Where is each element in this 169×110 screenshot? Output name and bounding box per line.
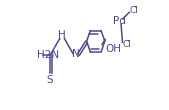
Text: -: - — [134, 3, 137, 12]
Text: S: S — [46, 75, 53, 85]
Text: -: - — [127, 37, 130, 46]
Text: H: H — [58, 30, 66, 40]
Text: Cl: Cl — [130, 6, 139, 15]
Text: Pd: Pd — [113, 16, 126, 26]
Text: Cl: Cl — [123, 40, 131, 49]
Text: N: N — [71, 49, 79, 59]
Text: OH: OH — [105, 44, 121, 54]
Text: H2N: H2N — [37, 50, 59, 60]
